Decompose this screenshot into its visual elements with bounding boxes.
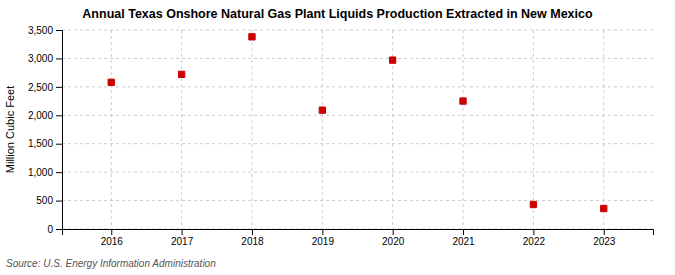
tick-label: 0 <box>47 224 53 235</box>
tick: 2016 <box>101 229 124 247</box>
tick: 2017 <box>171 229 194 247</box>
tick: 2,000 <box>28 110 62 121</box>
tick-mark <box>252 229 253 235</box>
grid-line <box>62 172 653 173</box>
tick: 2,500 <box>28 82 62 93</box>
tick-label: 500 <box>36 195 53 206</box>
tick: 2022 <box>523 229 546 247</box>
tick-mark <box>604 229 605 235</box>
tick-label: 2017 <box>171 236 194 247</box>
grid-line <box>533 30 534 229</box>
point <box>319 107 325 113</box>
point <box>178 71 184 77</box>
tick-mark <box>56 229 62 230</box>
chart: 2016 2017 2018 2019 2020 2021 2022 2023 0 500 1,00… <box>0 0 675 275</box>
tick-mark <box>322 229 323 235</box>
grid-line <box>463 30 464 229</box>
tick-label: 2022 <box>523 236 546 247</box>
tick-mark <box>56 58 62 59</box>
point <box>108 79 114 85</box>
tick-mark <box>56 115 62 116</box>
points <box>108 34 607 212</box>
tick: 3,000 <box>28 53 62 64</box>
tick-mark <box>533 229 534 235</box>
point <box>460 98 466 104</box>
source: Source: U.S. Energy Information Administ… <box>6 258 216 269</box>
tick-mark <box>56 30 62 31</box>
tick-mark <box>393 229 394 235</box>
tick-label: 3,500 <box>28 25 53 36</box>
grid-line <box>251 30 252 229</box>
tick-mark <box>56 144 62 145</box>
grid-line <box>181 30 182 229</box>
tick: 2021 <box>452 229 475 247</box>
tick-label: 3,000 <box>28 53 53 64</box>
tick: 3,500 <box>28 25 62 36</box>
tick-mark <box>56 201 62 202</box>
tick-label: 2023 <box>593 236 616 247</box>
tick-label: 2021 <box>452 236 475 247</box>
tick-label: 1,500 <box>28 138 53 149</box>
grid-line <box>322 30 323 229</box>
grid-line <box>62 200 653 201</box>
tick-label: 2020 <box>382 236 405 247</box>
grid-line <box>62 143 653 144</box>
tick: 2018 <box>241 229 264 247</box>
point <box>601 205 607 211</box>
tick-mark <box>182 229 183 235</box>
tick-label: 1,000 <box>28 167 53 178</box>
y-axis-title: Million Cubic Feet <box>4 86 16 173</box>
axis-line <box>63 230 654 236</box>
title: Annual Texas Onshore Natural Gas Plant L… <box>82 7 593 21</box>
point <box>390 57 396 63</box>
tick-label: 2018 <box>241 236 264 247</box>
grid-line <box>62 115 653 116</box>
grid <box>62 30 653 229</box>
tick: 1,000 <box>28 167 62 178</box>
tick-mark <box>56 87 62 88</box>
point <box>530 201 536 207</box>
grid-line <box>62 30 653 31</box>
tick-mark <box>111 229 112 235</box>
tick: 0 <box>47 224 62 235</box>
y-axis: 0 500 1,000 1,500 2,000 2,500 3,000 3,500 <box>28 25 63 235</box>
tick-mark <box>463 229 464 235</box>
plot: 2016 2017 2018 2019 2020 2021 2022 2023 0 500 1,00… <box>28 25 654 247</box>
tick: 1,500 <box>28 138 62 149</box>
tick: 2020 <box>382 229 405 247</box>
tick-label: 2019 <box>312 236 335 247</box>
tick-label: 2,000 <box>28 110 53 121</box>
tick-label: 2,500 <box>28 82 53 93</box>
x-axis: 2016 2017 2018 2019 2020 2021 2022 2023 <box>63 229 654 247</box>
grid-line <box>62 86 653 87</box>
grid-line <box>111 30 112 229</box>
tick: 500 <box>36 195 62 206</box>
tick: 2023 <box>593 229 616 247</box>
grid-line <box>62 58 653 59</box>
tick: 2019 <box>312 229 335 247</box>
tick-mark <box>56 172 62 173</box>
tick-label: 2016 <box>101 236 124 247</box>
axis-line <box>56 31 63 230</box>
grid-line <box>603 30 604 229</box>
point <box>249 34 255 40</box>
